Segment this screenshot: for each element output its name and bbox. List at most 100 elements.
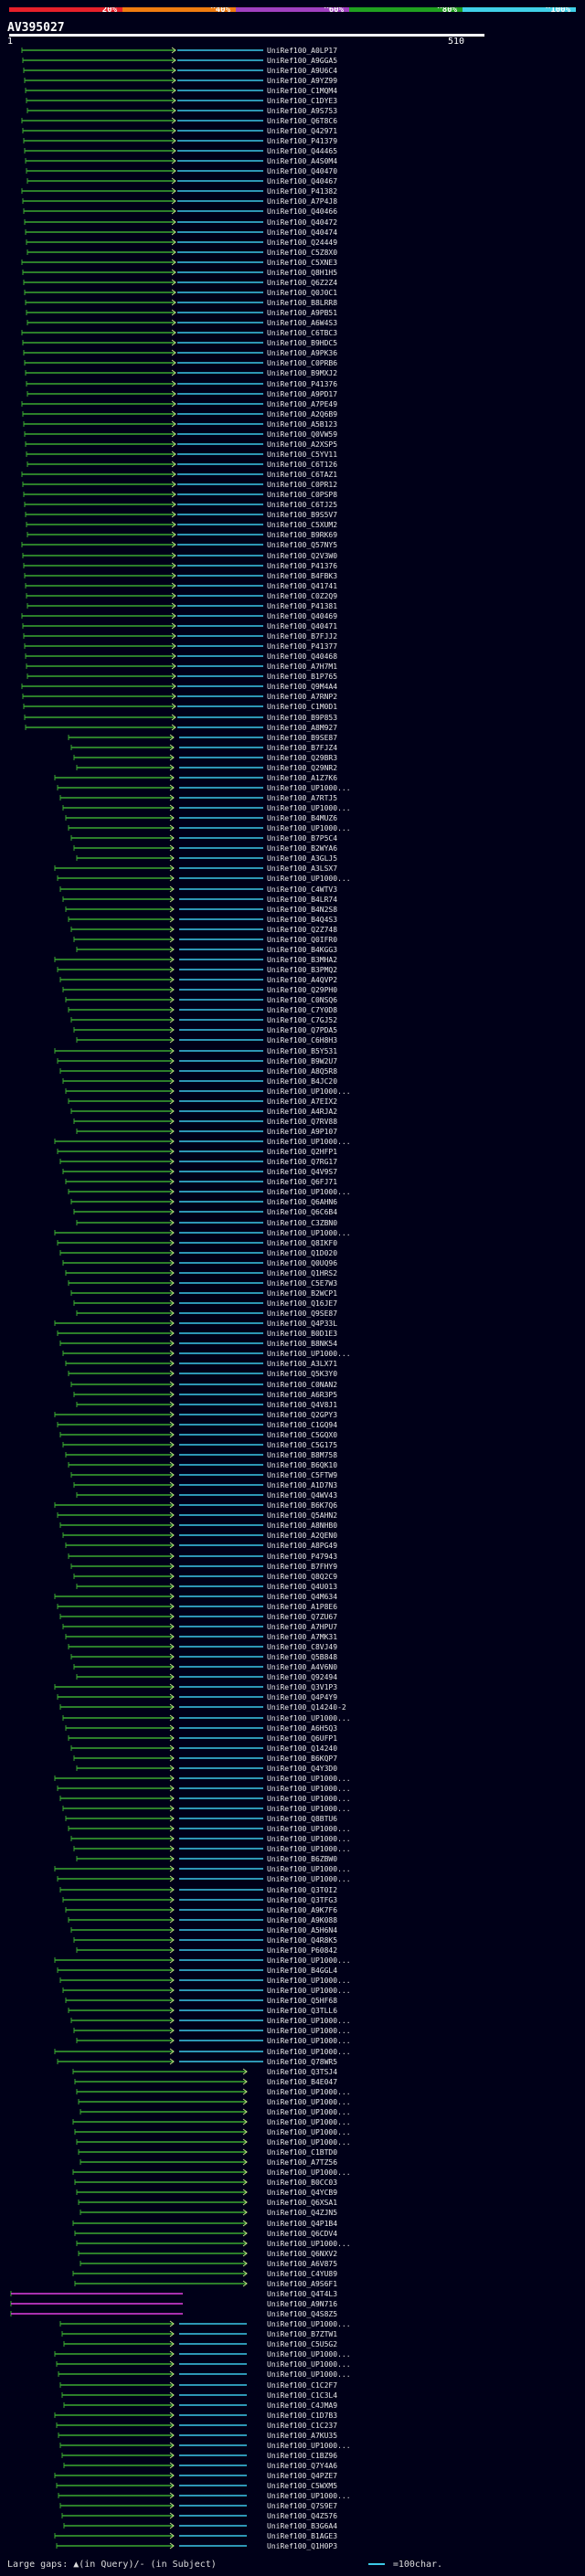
hit-label[interactable]: UniRef100_C1BTD0 — [267, 2148, 337, 2157]
hit-label[interactable]: UniRef100_Q40470 — [267, 167, 337, 175]
hit-row[interactable]: UniRef100_B5Y531 — [267, 1047, 337, 1055]
hit-row[interactable]: UniRef100_C1BZ96 — [267, 2452, 337, 2460]
hit-row[interactable]: UniRef100_C0NSQ6 — [267, 996, 337, 1004]
hit-row[interactable]: UniRef100_A8NHB0 — [267, 1521, 337, 1530]
hit-row[interactable]: UniRef100_Q0UQ96 — [267, 1259, 337, 1267]
hit-label[interactable]: UniRef100_C1C237 — [267, 2422, 337, 2430]
hit-label[interactable]: UniRef100_Q40468 — [267, 652, 337, 661]
hit-label[interactable]: UniRef100_C5YV11 — [267, 451, 337, 459]
hit-label[interactable]: UniRef100_A9K7F6 — [267, 1906, 337, 1914]
hit-label[interactable]: UniRef100_P41381 — [267, 602, 337, 610]
hit-row[interactable]: UniRef100_Q44465 — [267, 147, 337, 155]
hit-label[interactable]: UniRef100_Q42971 — [267, 127, 337, 135]
hit-row[interactable]: UniRef100_A6R3P5 — [267, 1391, 337, 1399]
hit-label[interactable]: UniRef100_Q4V9S7 — [267, 1168, 337, 1176]
hit-row[interactable]: UniRef100_Q5HF68 — [267, 1997, 337, 2005]
hit-row[interactable]: UniRef100_Q4M634 — [267, 1593, 337, 1601]
hit-row[interactable]: UniRef100_Q5K3Y0 — [267, 1370, 337, 1378]
hit-label[interactable]: UniRef100_B2WYA6 — [267, 844, 337, 853]
hit-label[interactable]: UniRef100_Q9M4A4 — [267, 683, 337, 691]
hit-row[interactable]: UniRef100_C1GQ94 — [267, 1421, 337, 1429]
hit-row[interactable]: UniRef100_Q5AHN2 — [267, 1511, 337, 1520]
hit-row[interactable]: UniRef100_C7GJ52 — [267, 1016, 337, 1024]
hit-row[interactable]: UniRef100_Q29PH0 — [267, 986, 337, 994]
hit-label[interactable]: UniRef100_B0CC03 — [267, 2178, 337, 2187]
hit-row[interactable]: UniRef100_C1D7B3 — [267, 2412, 337, 2420]
hit-label[interactable]: UniRef100_Q4YCB9 — [267, 2189, 337, 2197]
hit-row[interactable]: UniRef100_C5U5G2 — [267, 2340, 337, 2348]
hit-label[interactable]: UniRef100_A2QEN0 — [267, 1532, 337, 1540]
hit-row[interactable]: UniRef100_Q42971 — [267, 127, 337, 135]
hit-label[interactable]: UniRef100_C4WTV3 — [267, 885, 337, 894]
hit-row[interactable]: UniRef100_A9YZ99 — [267, 77, 337, 85]
hit-label[interactable]: UniRef100_Q4V8J1 — [267, 1401, 337, 1409]
hit-row[interactable]: UniRef100_UP1000... — [267, 1138, 351, 1146]
hit-label[interactable]: UniRef100_C5GQX0 — [267, 1431, 337, 1439]
hit-label[interactable]: UniRef100_Q8Q2C9 — [267, 1573, 337, 1581]
hit-row[interactable]: UniRef100_B7P5C4 — [267, 834, 337, 843]
hit-row[interactable]: UniRef100_UP1000... — [267, 1714, 351, 1723]
hit-row[interactable]: UniRef100_B1P765 — [267, 673, 337, 681]
hit-row[interactable]: UniRef100_Q3TSJ4 — [267, 2068, 337, 2076]
hit-row[interactable]: UniRef100_UP1000... — [267, 804, 351, 812]
hit-row[interactable]: UniRef100_Q0VW59 — [267, 430, 337, 439]
hit-row[interactable]: UniRef100_Q6CDV4 — [267, 2230, 337, 2238]
hit-label[interactable]: UniRef100_Q4ZJN5 — [267, 2209, 337, 2217]
hit-label[interactable]: UniRef100_A8Q5R8 — [267, 1067, 337, 1076]
hit-label[interactable]: UniRef100_P41382 — [267, 187, 337, 196]
hit-label[interactable]: UniRef100_Q1D020 — [267, 1249, 337, 1257]
hit-label[interactable]: UniRef100_C1MQM4 — [267, 87, 337, 95]
hit-label[interactable]: UniRef100_B7FJJ2 — [267, 632, 337, 641]
hit-row[interactable]: UniRef100_A2Q6B9 — [267, 410, 337, 419]
hit-row[interactable]: UniRef100_A9GGA5 — [267, 57, 337, 65]
hit-label[interactable]: UniRef100_Q4Z576 — [267, 2512, 337, 2520]
hit-row[interactable]: UniRef100_Q7RV88 — [267, 1118, 337, 1126]
hit-row[interactable]: UniRef100_Q6C6B4 — [267, 1208, 337, 1216]
hit-label[interactable]: UniRef100_A6R3P5 — [267, 1391, 337, 1399]
hit-label[interactable]: UniRef100_A7MK31 — [267, 1633, 337, 1641]
hit-row[interactable]: UniRef100_A9PK36 — [267, 349, 337, 357]
hit-label[interactable]: UniRef100_B1P765 — [267, 673, 337, 681]
hit-label[interactable]: UniRef100_B9S5V7 — [267, 511, 337, 519]
hit-row[interactable]: UniRef100_C5WXM5 — [267, 2482, 337, 2490]
hit-row[interactable]: UniRef100_Q2HFP1 — [267, 1148, 337, 1156]
hit-label[interactable]: UniRef100_B3PMQ2 — [267, 966, 337, 974]
hit-label[interactable]: UniRef100_A9YZ99 — [267, 77, 337, 85]
hit-label[interactable]: UniRef100_Q29BR3 — [267, 754, 337, 762]
hit-label[interactable]: UniRef100_B2WCP1 — [267, 1289, 337, 1298]
hit-label[interactable]: UniRef100_A9PK36 — [267, 349, 337, 357]
hit-row[interactable]: UniRef100_UP1000... — [267, 1805, 351, 1813]
hit-label[interactable]: UniRef100_UP1000... — [267, 1865, 351, 1873]
hit-row[interactable]: UniRef100_Q2V3W0 — [267, 552, 337, 560]
hit-row[interactable]: UniRef100_Q4WV43 — [267, 1491, 337, 1500]
hit-label[interactable]: UniRef100_Q4S8Z5 — [267, 2310, 337, 2318]
hit-row[interactable]: UniRef100_C0PRB6 — [267, 359, 337, 367]
hit-label[interactable]: UniRef100_Q3TSJ4 — [267, 2068, 337, 2076]
hit-label[interactable]: UniRef100_Q0UQ96 — [267, 1259, 337, 1267]
hit-row[interactable]: UniRef100_A5H6N4 — [267, 1926, 337, 1935]
hit-row[interactable]: UniRef100_UP1000... — [267, 2442, 351, 2450]
hit-label[interactable]: UniRef100_A6V875 — [267, 2260, 337, 2268]
hit-label[interactable]: UniRef100_B7ZTW1 — [267, 2330, 337, 2338]
hit-label[interactable]: UniRef100_UP1000... — [267, 1987, 351, 1995]
hit-label[interactable]: UniRef100_B3MHA2 — [267, 956, 337, 964]
hit-label[interactable]: UniRef100_Q7RV88 — [267, 1118, 337, 1126]
hit-label[interactable]: UniRef100_B8NK54 — [267, 1340, 337, 1348]
hit-label[interactable]: UniRef100_B8LRR8 — [267, 299, 337, 307]
hit-row[interactable]: UniRef100_UP1000... — [267, 1825, 351, 1833]
hit-label[interactable]: UniRef100_C4JMA9 — [267, 2401, 337, 2410]
hit-row[interactable]: UniRef100_A7PE49 — [267, 400, 337, 408]
hit-row[interactable]: UniRef100_UP1000... — [267, 2098, 351, 2106]
hit-row[interactable]: UniRef100_C7Y0D8 — [267, 1006, 337, 1014]
hit-row[interactable]: UniRef100_Q8IKF0 — [267, 1239, 337, 1247]
hit-label[interactable]: UniRef100_C5Z8X0 — [267, 249, 337, 257]
hit-label[interactable]: UniRef100_B6K7Q6 — [267, 1501, 337, 1510]
hit-row[interactable]: UniRef100_P41376 — [267, 380, 337, 388]
hit-label[interactable]: UniRef100_UP1000... — [267, 1825, 351, 1833]
hit-row[interactable]: UniRef100_C6TJ25 — [267, 501, 337, 509]
hit-row[interactable]: UniRef100_Q41741 — [267, 582, 337, 590]
hit-row[interactable]: UniRef100_Q24449 — [267, 239, 337, 247]
hit-label[interactable]: UniRef100_C5XNE3 — [267, 259, 337, 267]
hit-row[interactable]: UniRef100_C0PSP8 — [267, 491, 337, 499]
hit-label[interactable]: UniRef100_UP1000... — [267, 2442, 351, 2450]
